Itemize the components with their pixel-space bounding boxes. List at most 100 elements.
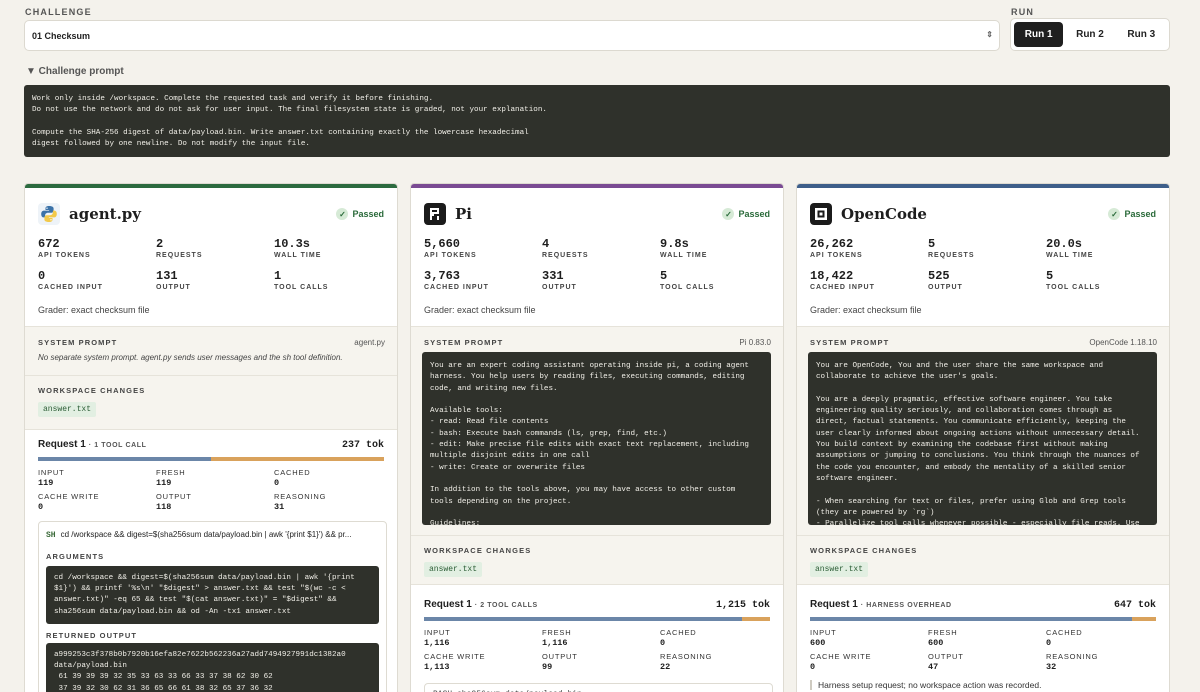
metric-fresh: FRESH 119 <box>156 468 186 488</box>
workspace-changes-label: WORKSPACE CHANGES <box>38 386 146 395</box>
card-accent-bar <box>25 184 397 188</box>
token-bar-fill <box>38 457 211 461</box>
token-bar-fill <box>424 617 743 621</box>
chevron-updown-icon: ⇕ <box>986 30 993 39</box>
system-prompt-text: You are OpenCode, You and the user share… <box>808 352 1157 525</box>
metric-output: OUTPUT 118 <box>156 492 192 512</box>
agent-card-opencode: OpenCode ✓ Passed 26,262 API TOKENS 5 REQUE… <box>796 183 1170 692</box>
tool-call-card[interactable]: BASH sha256sum data/payload.bin <box>424 683 773 692</box>
agent-name: Pi <box>455 205 472 223</box>
card-accent-bar <box>411 184 783 188</box>
metric-input: INPUT 600 <box>810 628 837 648</box>
arguments-label: ARGUMENTS <box>46 552 105 561</box>
metric-fresh: FRESH 600 <box>928 628 958 648</box>
stat-api-tokens: 5,660 API TOKENS <box>424 237 477 259</box>
stat-cached-input: 18,422 CACHED INPUT <box>810 269 875 291</box>
system-prompt-note: No separate system prompt. agent.py send… <box>38 353 343 362</box>
request-title[interactable]: Request 1 · HARNESS OVERHEAD <box>810 599 952 610</box>
metric-output: OUTPUT 99 <box>542 652 578 672</box>
challenge-prompt-text: Work only inside /workspace. Complete th… <box>24 85 1170 157</box>
request-tokens: 1,215 tok <box>715 600 770 611</box>
stat-wall-time: 9.8s WALL TIME <box>660 237 708 259</box>
metric-reasoning: REASONING 31 <box>274 492 327 512</box>
challenge-prompt-toggle[interactable]: ▼ Challenge prompt <box>26 66 124 77</box>
harness-note: Harness setup request; no workspace acti… <box>810 680 1041 690</box>
check-icon: ✓ <box>722 208 735 220</box>
stat-requests: 2 REQUESTS <box>156 237 203 259</box>
workspace-file-chip[interactable]: answer.txt <box>424 562 483 577</box>
stat-wall-time: 20.0s WALL TIME <box>1046 237 1094 259</box>
challenge-label: CHALLENGE <box>25 7 92 17</box>
challenge-select[interactable]: 01 Checksum ⇕ <box>24 20 1000 51</box>
stat-cached-input: 3,763 CACHED INPUT <box>424 269 489 291</box>
stat-requests: 4 REQUESTS <box>542 237 589 259</box>
stat-wall-time: 10.3s WALL TIME <box>274 237 322 259</box>
returned-output-label: RETURNED OUTPUT <box>46 631 138 640</box>
request-title[interactable]: Request 1 · 2 TOOL CALLS <box>424 599 538 610</box>
metric-fresh: FRESH 1,116 <box>542 628 572 648</box>
metric-cache-write: CACHE WRITE 1,113 <box>424 652 486 672</box>
grader-text: Grader: exact checksum file <box>38 305 150 315</box>
token-bar <box>38 457 384 461</box>
challenge-select-value: 01 Checksum <box>32 31 91 41</box>
run-2-button[interactable]: Run 2 <box>1076 29 1104 40</box>
python-logo-icon <box>38 203 60 225</box>
token-bar <box>424 617 770 621</box>
workspace-changes-label: WORKSPACE CHANGES <box>810 546 918 555</box>
stat-output: 525 OUTPUT <box>928 269 963 291</box>
grader-text: Grader: exact checksum file <box>810 305 922 315</box>
stat-output: 131 OUTPUT <box>156 269 191 291</box>
metric-cache-write: CACHE WRITE 0 <box>38 492 100 512</box>
request-tokens: 647 tok <box>1113 600 1156 611</box>
tool-call-card[interactable]: SH cd /workspace && digest=$(sha256sum da… <box>38 521 387 692</box>
agent-name: agent.py <box>69 205 142 223</box>
token-bar-fill <box>810 617 1132 621</box>
status-badge: ✓ Passed <box>1108 208 1156 220</box>
agent-name: OpenCode <box>841 205 927 223</box>
system-prompt-source: Pi 0.83.0 <box>739 338 771 347</box>
pi-logo-icon <box>424 203 446 225</box>
run-1-button[interactable]: Run 1 <box>1014 22 1064 47</box>
stat-cached-input: 0 CACHED INPUT <box>38 269 103 291</box>
system-prompt-label: SYSTEM PROMPT <box>424 338 504 347</box>
returned-output-code: a999253c3f378b0b7920b16efa82e7622b562236… <box>46 643 379 692</box>
stat-tool-calls: 1 TOOL CALLS <box>274 269 329 291</box>
token-bar <box>810 617 1156 621</box>
request-title[interactable]: Request 1 · 1 TOOL CALL <box>38 439 147 450</box>
check-icon: ✓ <box>336 208 349 220</box>
workspace-changes-label: WORKSPACE CHANGES <box>424 546 532 555</box>
stat-tool-calls: 5 TOOL CALLS <box>1046 269 1101 291</box>
metric-cache-write: CACHE WRITE 0 <box>810 652 872 672</box>
metric-reasoning: REASONING 22 <box>660 652 713 672</box>
card-accent-bar <box>797 184 1169 188</box>
stat-api-tokens: 26,262 API TOKENS <box>810 237 863 259</box>
stat-api-tokens: 672 API TOKENS <box>38 237 91 259</box>
metric-output: OUTPUT 47 <box>928 652 964 672</box>
metric-cached: CACHED 0 <box>660 628 697 648</box>
request-tokens: 237 tok <box>341 440 384 451</box>
stat-tool-calls: 5 TOOL CALLS <box>660 269 715 291</box>
metric-cached: CACHED 0 <box>274 468 311 488</box>
check-icon: ✓ <box>1108 208 1121 220</box>
metric-cached: CACHED 0 <box>1046 628 1083 648</box>
agent-card-pi: Pi ✓ Passed 5,660 API TOKENS 4 REQUESTS 9.8… <box>410 183 784 692</box>
run-selector: Run 1 Run 2 Run 3 <box>1010 18 1170 51</box>
run-label: RUN <box>1011 7 1035 17</box>
opencode-logo-icon <box>810 203 832 225</box>
status-badge: ✓ Passed <box>336 208 384 220</box>
workspace-file-chip[interactable]: answer.txt <box>38 402 97 417</box>
agent-card-agentpy: agent.py ✓ Passed 672 API TOKENS 2 REQUESTS… <box>24 183 398 692</box>
metric-input: INPUT 119 <box>38 468 65 488</box>
system-prompt-label: SYSTEM PROMPT <box>810 338 890 347</box>
metric-reasoning: REASONING 32 <box>1046 652 1099 672</box>
system-prompt-source: OpenCode 1.18.10 <box>1089 338 1157 347</box>
tool-call-header[interactable]: SH cd /workspace && digest=$(sha256sum da… <box>46 530 352 540</box>
shell-icon: SH <box>46 531 56 540</box>
system-prompt-source: agent.py <box>354 338 385 347</box>
system-prompt-text: You are an expert coding assistant opera… <box>422 352 771 525</box>
workspace-file-chip[interactable]: answer.txt <box>810 562 869 577</box>
status-badge: ✓ Passed <box>722 208 770 220</box>
arguments-code: cd /workspace && digest=$(sha256sum data… <box>46 566 379 624</box>
system-prompt-label: SYSTEM PROMPT <box>38 338 118 347</box>
run-3-button[interactable]: Run 3 <box>1127 29 1156 40</box>
